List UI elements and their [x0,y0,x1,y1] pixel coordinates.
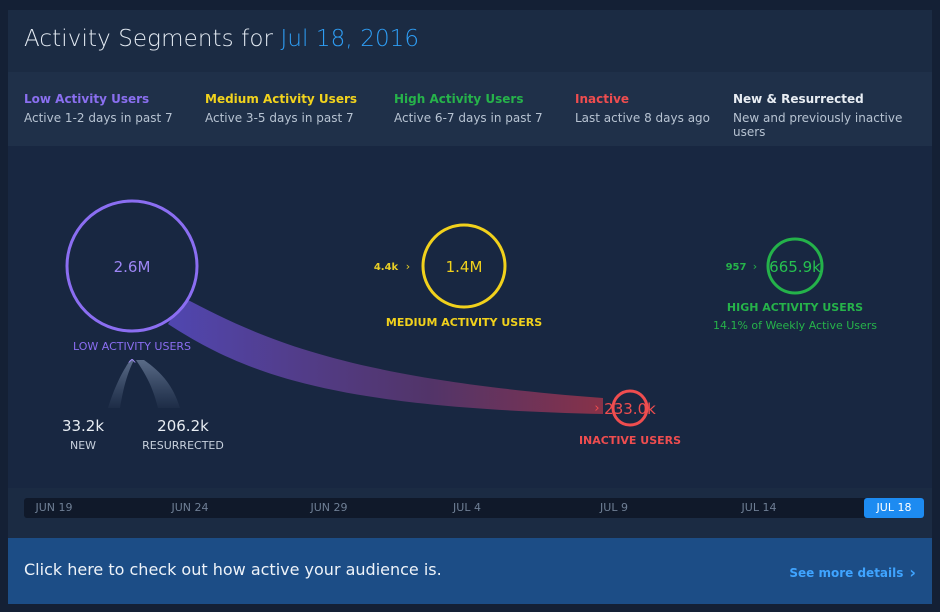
chevron-right-icon: › [909,563,916,582]
legend-title: Medium Activity Users [205,92,358,106]
low-activity-label: LOW ACTIVITY USERS [73,340,191,353]
medium-activity-value: 1.4M [446,258,483,276]
flow-medium-high-count: 957 [726,262,747,273]
page-title: Activity Segments for Jul 18, 2016 [24,26,419,52]
date-timeline[interactable]: JUN 19 JUN 24 JUN 29 JUL 4 JUL 9 JUL 14 … [24,498,924,518]
new-users-label: NEW [70,439,96,452]
new-users-value: 33.2k [62,417,104,435]
high-activity-circle[interactable] [766,237,824,295]
banner-message: Click here to check out how active your … [24,560,442,579]
high-activity-value: 665.9k [769,258,821,276]
legend-desc: New and previously inactive users [733,111,903,139]
chevron-right-icon: › [594,401,599,416]
see-more-details-link[interactable]: See more details › [789,562,916,582]
flow-diagram: 2.6M LOW ACTIVITY USERS ^ 1.4M MEDIUM AC… [62,199,877,452]
low-activity-value: 2.6M [114,258,151,276]
high-activity-label: HIGH ACTIVITY USERS [727,301,863,314]
timeline-tick[interactable]: JUN 29 [310,501,348,514]
flow-low-medium-count: 4.4k [374,262,399,273]
high-activity-share: 14.1% of Weekly Active Users [713,319,877,332]
see-more-label: See more details [789,566,904,580]
title-prefix: Activity Segments for [24,26,274,52]
legend-item-inactive: Inactive Last active 8 days ago [575,92,710,125]
legend-desc: Active 6-7 days in past 7 [394,111,543,125]
legend-desc: Active 1-2 days in past 7 [24,111,173,125]
legend-title: Low Activity Users [24,92,150,106]
activity-segments-panel: Activity Segments for Jul 18, 2016 Low A… [8,10,932,604]
legend-title: New & Resurrected [733,92,864,106]
inactive-circle[interactable] [611,389,649,427]
timeline-tick-selected[interactable]: JUL 18 [864,498,924,518]
low-activity-circle[interactable] [65,199,199,333]
legend-desc: Last active 8 days ago [575,111,710,125]
legend-item-high: High Activity Users Active 6-7 days in p… [394,92,543,125]
chevron-right-icon: › [406,260,410,273]
timeline-tick[interactable]: JUL 14 [741,501,777,514]
title-date: Jul 18, 2016 [280,26,420,52]
legend-item-medium: Medium Activity Users Active 3-5 days in… [205,92,357,125]
timeline-tick[interactable]: JUN 19 [35,501,73,514]
inflow-resurrected-stream [136,360,180,408]
audience-activity-banner[interactable]: Click here to check out how active your … [8,538,932,604]
legend-item-low: Low Activity Users Active 1-2 days in pa… [24,92,173,125]
flow-low-to-inactive [168,298,603,414]
inflow-new-stream [108,360,134,408]
inactive-label: INACTIVE USERS [579,434,681,447]
segment-legend: Low Activity Users Active 1-2 days in pa… [8,72,932,146]
legend-item-new-resurrected: New & Resurrected New and previously ina… [733,92,932,139]
inactive-value: 233.0k [604,400,656,418]
timeline-tick[interactable]: JUN 24 [171,501,209,514]
chevron-up-icon: ^ [127,357,137,371]
resurrected-users-label: RESURRECTED [142,439,224,452]
segment-flow-visualization: 2.6M LOW ACTIVITY USERS ^ 1.4M MEDIUM AC… [8,146,932,488]
resurrected-users-value: 206.2k [157,417,209,435]
medium-activity-label: MEDIUM ACTIVITY USERS [386,316,542,329]
medium-activity-circle[interactable] [421,223,507,309]
timeline-tick[interactable]: JUL 4 [453,501,481,514]
legend-title: High Activity Users [394,92,524,106]
timeline-tick[interactable]: JUL 9 [600,501,628,514]
legend-desc: Active 3-5 days in past 7 [205,111,354,125]
legend-title: Inactive [575,92,630,106]
chevron-right-icon: › [753,260,757,273]
